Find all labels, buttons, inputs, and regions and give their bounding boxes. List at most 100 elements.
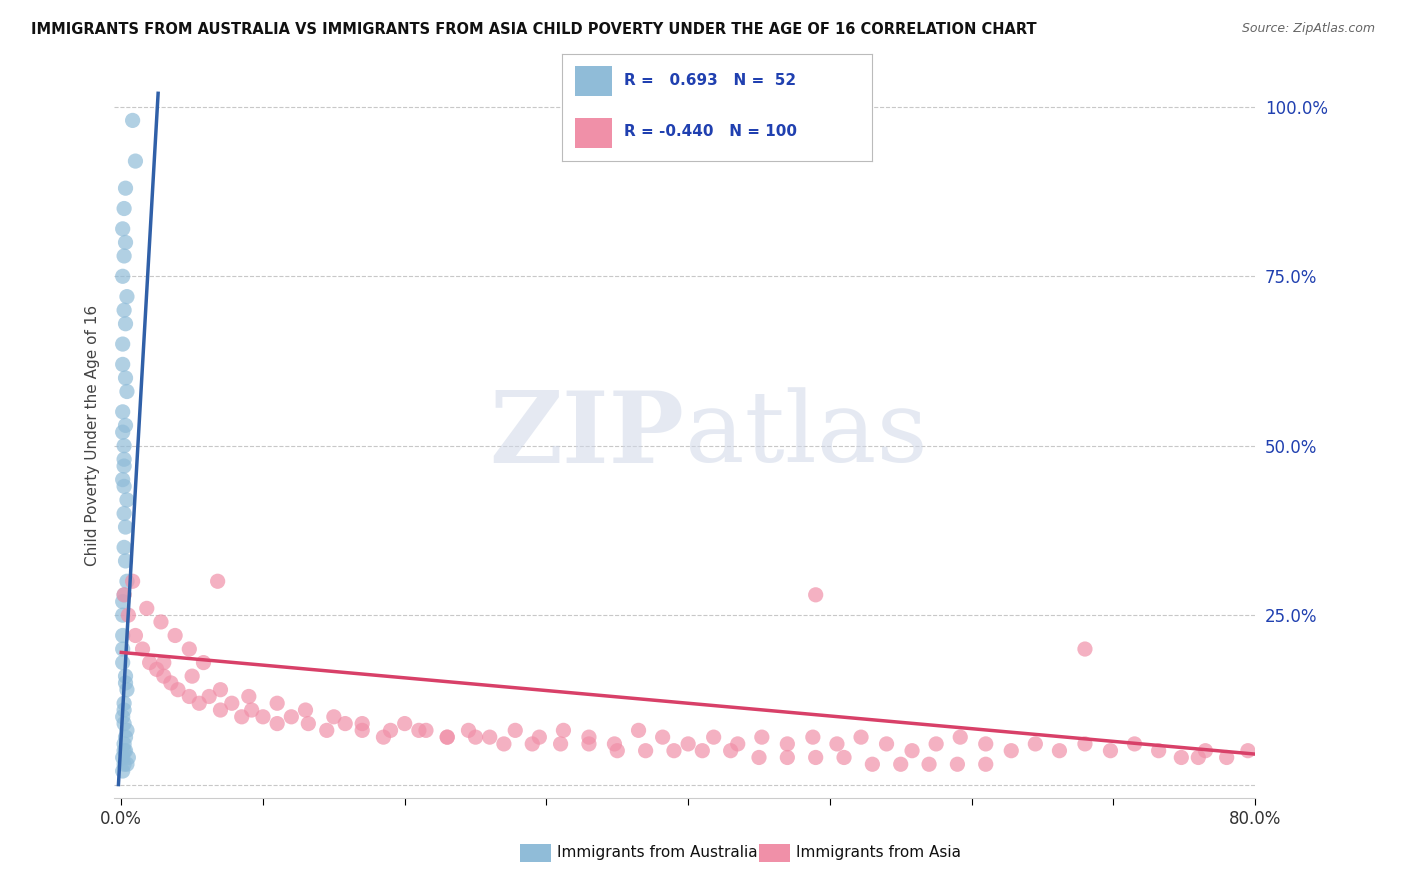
Point	[112, 541, 135, 555]
Point	[179, 690, 201, 704]
Point	[111, 337, 134, 351]
Point	[112, 696, 135, 710]
Point	[112, 757, 135, 772]
Point	[832, 750, 855, 764]
Point	[1215, 750, 1237, 764]
Point	[801, 730, 824, 744]
Point	[112, 249, 135, 263]
Point	[181, 669, 204, 683]
Point	[692, 744, 714, 758]
Text: Source: ZipAtlas.com: Source: ZipAtlas.com	[1241, 22, 1375, 36]
Point	[114, 181, 136, 195]
Point	[111, 473, 134, 487]
Point	[115, 290, 138, 304]
Point	[112, 479, 135, 493]
Point	[1000, 744, 1022, 758]
Point	[121, 574, 143, 589]
Point	[114, 744, 136, 758]
Point	[280, 710, 302, 724]
Point	[145, 662, 167, 676]
Point	[240, 703, 263, 717]
Point	[252, 710, 274, 724]
Point	[1024, 737, 1046, 751]
Point	[776, 750, 799, 764]
Point	[112, 588, 135, 602]
Point	[117, 608, 139, 623]
Point	[606, 744, 628, 758]
Point	[111, 222, 134, 236]
Point	[207, 574, 229, 589]
Point	[578, 737, 600, 751]
Point	[804, 588, 827, 602]
Point	[553, 723, 575, 738]
Point	[114, 669, 136, 683]
Point	[115, 723, 138, 738]
Point	[925, 737, 948, 751]
Point	[112, 737, 135, 751]
Point	[193, 656, 215, 670]
Point	[124, 154, 146, 169]
Point	[294, 703, 316, 717]
Text: atlas: atlas	[685, 388, 928, 483]
Point	[112, 703, 135, 717]
Point	[901, 744, 924, 758]
Point	[179, 642, 201, 657]
Point	[266, 696, 288, 710]
Point	[112, 439, 135, 453]
Point	[1147, 744, 1170, 758]
Point	[112, 588, 135, 602]
Point	[152, 669, 174, 683]
Text: R = -0.440   N = 100: R = -0.440 N = 100	[624, 124, 797, 139]
Point	[209, 682, 232, 697]
Point	[114, 730, 136, 744]
Text: Immigrants from Asia: Immigrants from Asia	[796, 846, 960, 860]
Point	[117, 750, 139, 764]
Point	[720, 744, 742, 758]
Point	[114, 418, 136, 433]
Y-axis label: Child Poverty Under the Age of 16: Child Poverty Under the Age of 16	[86, 305, 100, 566]
Point	[112, 452, 135, 467]
Point	[149, 615, 172, 629]
Point	[111, 764, 134, 778]
Point	[124, 628, 146, 642]
Point	[111, 656, 134, 670]
Point	[198, 690, 221, 704]
Point	[115, 492, 138, 507]
FancyBboxPatch shape	[575, 118, 612, 148]
Point	[115, 682, 138, 697]
Point	[522, 737, 544, 751]
Point	[1187, 750, 1209, 764]
Point	[114, 676, 136, 690]
Point	[662, 744, 685, 758]
Point	[550, 737, 572, 751]
Point	[634, 744, 657, 758]
Point	[138, 656, 160, 670]
Point	[974, 757, 997, 772]
Point	[297, 716, 319, 731]
Point	[315, 723, 337, 738]
Point	[860, 757, 883, 772]
Point	[748, 750, 770, 764]
Point	[408, 723, 430, 738]
Point	[415, 723, 437, 738]
Point	[464, 730, 486, 744]
Point	[492, 737, 515, 751]
Point	[373, 730, 395, 744]
Point	[394, 716, 416, 731]
Point	[1074, 737, 1097, 751]
Point	[114, 371, 136, 385]
Point	[135, 601, 157, 615]
Point	[776, 737, 799, 751]
Point	[188, 696, 211, 710]
Point	[918, 757, 941, 772]
Point	[112, 744, 135, 758]
Point	[1123, 737, 1146, 751]
Point	[1170, 750, 1192, 764]
Point	[876, 737, 898, 751]
Point	[111, 405, 134, 419]
Point	[1099, 744, 1122, 758]
Text: ZIP: ZIP	[489, 387, 685, 484]
Point	[209, 703, 232, 717]
FancyBboxPatch shape	[575, 66, 612, 96]
Point	[115, 757, 138, 772]
